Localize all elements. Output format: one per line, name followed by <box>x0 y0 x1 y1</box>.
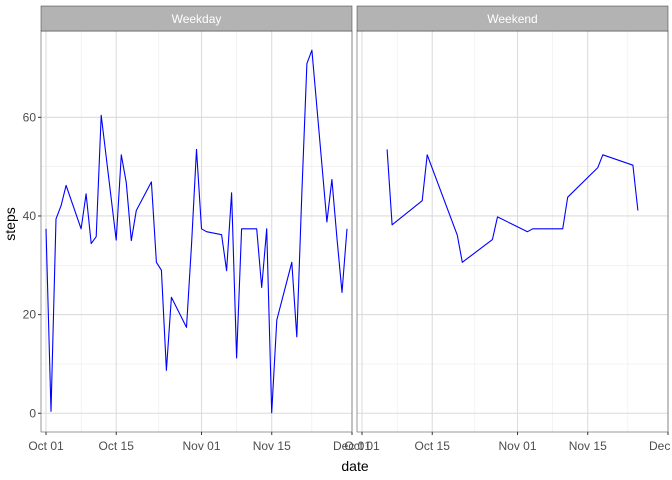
panel-weekend-strip <box>356 5 669 32</box>
x-axis-weekend: Oct 01 Oct 15 Nov 01 Nov 15 Dec 01 <box>344 432 672 453</box>
panel-weekend-gridlines <box>357 31 669 432</box>
y-tick-label: 60 <box>23 110 37 124</box>
y-tick-label: 20 <box>23 308 37 322</box>
weekday-x-tick-label: Nov 15 <box>253 439 291 453</box>
weekend-x-tick-label: Nov 01 <box>499 439 537 453</box>
panel-weekday-strip-label: Weekday <box>172 12 222 26</box>
panel-weekend-strip-label: Weekend <box>487 12 537 26</box>
panel-weekday: Weekday <box>40 5 353 433</box>
x-axis-weekday: Oct 01 Oct 15 Nov 01 Nov 15 Dec 01 <box>28 432 371 453</box>
weekend-x-tick-label: Dec 01 <box>649 439 672 453</box>
y-axis-title: steps <box>2 207 18 240</box>
weekday-x-tick-label: Nov 01 <box>183 439 221 453</box>
panel-weekend-series-line <box>386 149 639 263</box>
weekday-x-tick-label: Oct 01 <box>28 439 64 453</box>
y-axis: 0 20 40 60 <box>23 110 41 420</box>
panel-weekday-series-line <box>45 49 348 414</box>
y-tick-label: 0 <box>29 406 36 420</box>
weekend-x-tick-label: Nov 15 <box>569 439 607 453</box>
y-tick-label: 40 <box>23 209 37 223</box>
weekend-x-tick-label: Oct 01 <box>344 439 380 453</box>
panel-weekday-strip <box>40 5 353 32</box>
weekday-x-tick-label: Dec 01 <box>333 439 371 453</box>
panel-weekend-background <box>357 31 668 432</box>
panel-weekend: Weekend <box>356 5 669 433</box>
x-axis-title: date <box>341 458 368 474</box>
weekday-x-tick-label: Oct 15 <box>99 439 135 453</box>
weekend-x-tick-label: Oct 15 <box>415 439 451 453</box>
